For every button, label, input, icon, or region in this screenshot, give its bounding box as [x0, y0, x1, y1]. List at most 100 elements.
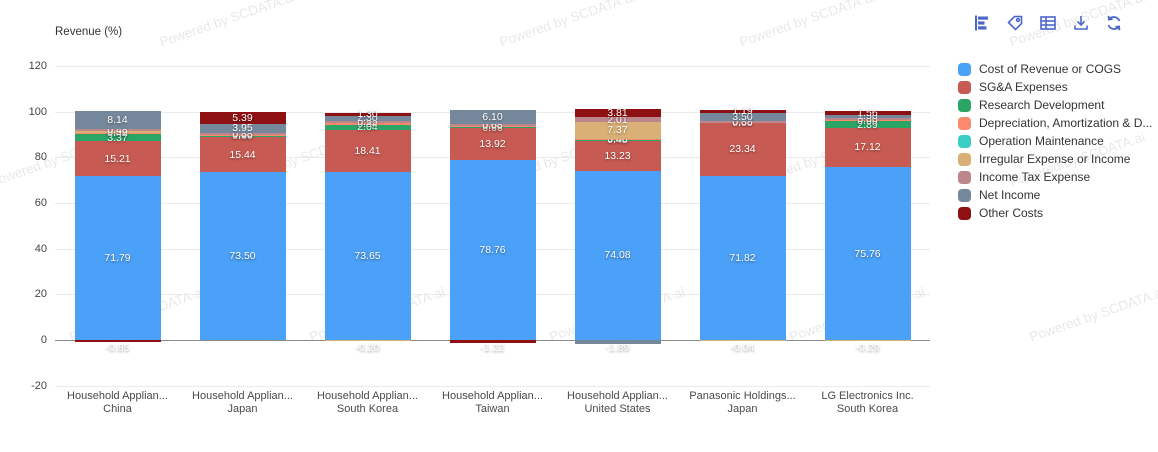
bar-segment[interactable]: [324, 112, 411, 116]
bar-segment[interactable]: [824, 167, 911, 340]
legend-label: Income Tax Expense: [979, 170, 1091, 184]
watermark-text: Powered by SCDATA.ai: [1027, 284, 1158, 345]
bar-segment[interactable]: [449, 160, 536, 340]
bar-segment[interactable]: [324, 120, 411, 124]
bar-segment[interactable]: [824, 127, 911, 167]
bar-segment[interactable]: [449, 128, 536, 161]
bar-segment[interactable]: [74, 176, 161, 340]
y-axis-tick-label: 0: [40, 334, 47, 346]
bar-segment[interactable]: [574, 140, 661, 171]
bar-segment[interactable]: [199, 123, 286, 133]
legend-label: Net Income: [979, 188, 1041, 202]
legend-swatch: [958, 80, 971, 94]
legend-item[interactable]: Other Costs: [958, 204, 1152, 222]
segment-value-label: -0.20: [355, 342, 380, 354]
bar-segment[interactable]: [574, 117, 661, 122]
legend-swatch: [958, 116, 971, 130]
bar-segment[interactable]: [824, 119, 911, 122]
watermark-text: Powered by SCDATA.ai: [157, 0, 297, 50]
segment-value-label: -0.04: [730, 342, 755, 354]
bar-segment[interactable]: [449, 123, 536, 126]
bar-segment[interactable]: [699, 122, 786, 176]
y-axis-tick-label: 60: [34, 197, 47, 209]
bar-segment[interactable]: [199, 135, 286, 137]
y-axis-tick-label: -20: [31, 379, 47, 392]
y-axis-tick-label: 120: [28, 60, 47, 72]
bar-segment[interactable]: [74, 110, 161, 130]
segment-value-label: -0.85: [105, 342, 130, 354]
refresh-button[interactable]: [1103, 13, 1125, 35]
x-axis-label: Household Applian... Taiwan: [442, 390, 543, 415]
legend-item[interactable]: Research Development: [958, 96, 1152, 114]
bar-segment[interactable]: [199, 132, 286, 135]
segment-value-label: -0.29: [855, 342, 880, 354]
bar-segment[interactable]: [574, 340, 661, 345]
x-axis-label: Household Applian... Japan: [192, 390, 293, 415]
bar-segment[interactable]: [324, 129, 411, 172]
download-button[interactable]: [1070, 13, 1092, 35]
table-icon: [1038, 13, 1058, 36]
bar-segment[interactable]: [699, 110, 786, 113]
bar-segment[interactable]: [74, 130, 161, 133]
legend-label: Other Costs: [979, 206, 1044, 220]
bar-segment[interactable]: [574, 139, 661, 141]
legend-item[interactable]: Operation Maintenance: [958, 132, 1152, 150]
legend-swatch: [958, 152, 971, 166]
legend-label: Research Development: [979, 98, 1105, 112]
bar-segment[interactable]: [74, 129, 161, 131]
bar-segment[interactable]: [824, 111, 911, 115]
chart-type-button[interactable]: [971, 13, 993, 35]
watermark-text: Powered by SCDATA.ai: [737, 0, 877, 50]
legend-swatch: [958, 98, 971, 112]
bar-segment[interactable]: [324, 125, 411, 130]
legend-item[interactable]: SG&A Expenses: [958, 78, 1152, 96]
legend: Cost of Revenue or COGS SG&A Expenses Rese…: [958, 60, 1152, 222]
bar-segment[interactable]: [74, 141, 161, 177]
bar-segment[interactable]: [824, 114, 911, 118]
y-axis-tick-label: 20: [34, 288, 47, 301]
bar-segment[interactable]: [699, 120, 786, 123]
legend-item[interactable]: Income Tax Expense: [958, 168, 1152, 186]
bar-segment[interactable]: [824, 121, 911, 128]
y-axis-title: Revenue (%): [55, 26, 123, 38]
bar-segment[interactable]: [74, 132, 161, 134]
bar-chart-icon: [972, 13, 992, 36]
tag-button[interactable]: [1004, 13, 1026, 35]
legend-swatch: [958, 188, 971, 202]
bar-segment[interactable]: [574, 170, 661, 340]
x-axis-label: Household Applian... South Korea: [317, 390, 418, 415]
legend-item[interactable]: Cost of Revenue or COGS: [958, 60, 1152, 78]
bar-segment[interactable]: [699, 112, 786, 121]
legend-swatch: [958, 206, 971, 220]
bar-segment[interactable]: [199, 136, 286, 173]
y-axis-tick-label: 100: [28, 105, 47, 118]
gridline: [55, 385, 930, 387]
legend-label: Cost of Revenue or COGS: [979, 62, 1122, 76]
bar-segment[interactable]: [324, 123, 411, 126]
bar-segment[interactable]: [324, 115, 411, 121]
bar-segment[interactable]: [449, 110, 536, 124]
bar-segment[interactable]: [449, 126, 536, 129]
table-view-button[interactable]: [1037, 13, 1059, 35]
bar-segment[interactable]: [449, 125, 536, 127]
bar-segment[interactable]: [574, 138, 661, 140]
bar-segment[interactable]: [574, 108, 661, 118]
legend-swatch: [958, 134, 971, 148]
bar-segment[interactable]: [824, 117, 911, 120]
bar-segment[interactable]: [324, 171, 411, 340]
bar-segment[interactable]: [574, 121, 661, 139]
x-axis-label: Household Applian... United States: [567, 390, 668, 415]
legend-item[interactable]: Net Income: [958, 186, 1152, 204]
legend-item[interactable]: Depreciation, Amortization & D...: [958, 114, 1152, 132]
tag-icon: [1005, 13, 1025, 36]
bar-segment[interactable]: [74, 133, 161, 142]
legend-item[interactable]: Irregular Expense or Income: [958, 150, 1152, 168]
bar-segment[interactable]: [74, 340, 161, 342]
bar-segment[interactable]: [699, 176, 786, 340]
bar-segment[interactable]: [199, 111, 286, 124]
bar-segment[interactable]: [199, 172, 286, 340]
legend-label: Operation Maintenance: [979, 134, 1104, 148]
bar-segment[interactable]: [824, 340, 911, 341]
legend-label: SG&A Expenses: [979, 80, 1068, 94]
bar-segment[interactable]: [449, 340, 536, 343]
